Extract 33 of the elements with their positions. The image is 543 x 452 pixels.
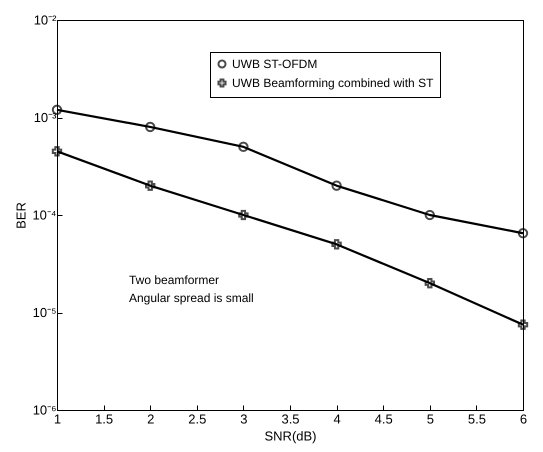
x-tick-label: 2: [147, 412, 154, 426]
x-tick-label: 4.5: [374, 412, 393, 426]
x-tick-label: 6: [520, 412, 528, 426]
x-tick-label: 3.5: [281, 412, 300, 426]
annotation: Angular spread is small: [129, 291, 254, 305]
x-axis-title: SNR(dB): [264, 428, 317, 444]
x-tick-label: 1.5: [95, 412, 114, 426]
x-tick-label: 4: [333, 412, 341, 426]
x-tick-label: 2.5: [188, 412, 206, 426]
point: [331, 239, 342, 250]
x-tick-label: 5: [426, 412, 434, 426]
y-tick-label: 10⁻⁵: [32, 305, 56, 320]
point: [52, 146, 62, 156]
y-tick-label: 10⁻³: [34, 110, 58, 125]
y-axis-title: BER: [13, 202, 28, 229]
legend-label: UWB ST-OFDM: [232, 57, 318, 71]
point: [518, 320, 528, 330]
point: [145, 122, 156, 132]
y-tick-label: 10⁻⁶: [32, 402, 56, 418]
annotation: Two beamformer: [129, 273, 220, 287]
legend-label: UWB Beamforming combined with ST: [232, 76, 434, 90]
point: [238, 210, 249, 220]
y-tick-label: 10⁻²: [34, 12, 58, 28]
point: [331, 180, 342, 191]
point: [518, 228, 528, 238]
point: [238, 142, 249, 152]
point: [424, 210, 435, 220]
point: [145, 180, 156, 191]
y-tick-label: 10⁻⁴: [32, 208, 56, 222]
point: [424, 278, 435, 288]
x-tick-label: 5.5: [468, 412, 486, 426]
x-tick-label: 3: [240, 412, 248, 426]
x-tick-label: 1: [54, 412, 62, 426]
